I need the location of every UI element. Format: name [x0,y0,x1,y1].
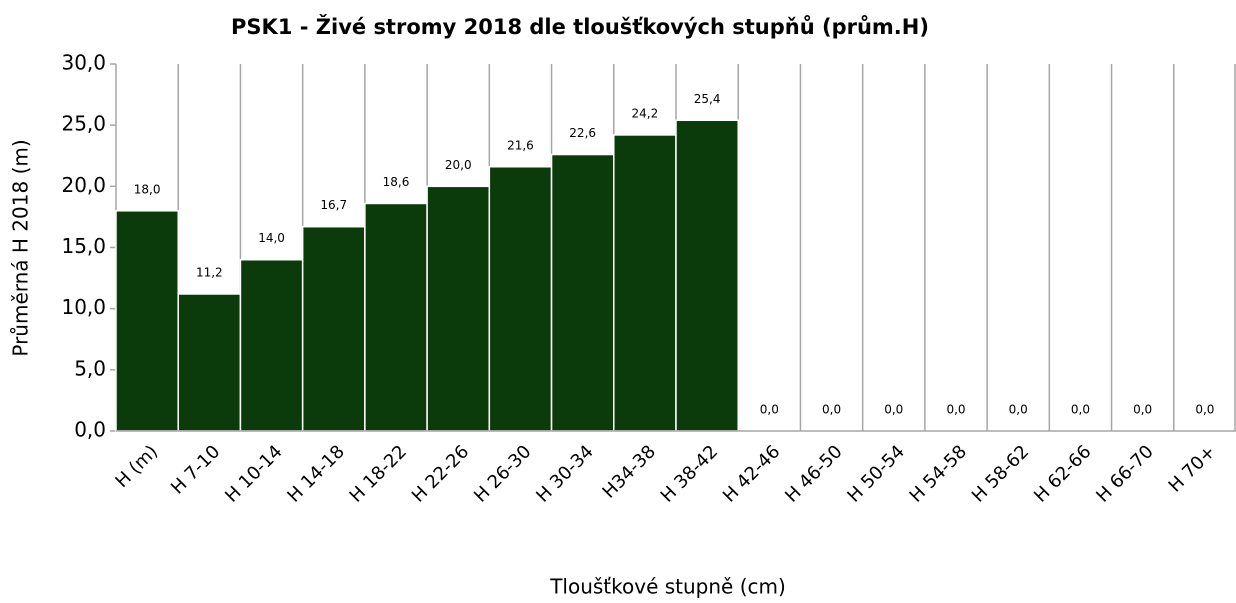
bar [675,119,739,432]
x-tick-label: H 58-62 [968,441,1033,506]
bar [177,293,242,432]
chart-title: PSK1 - Živé stromy 2018 dle tloušťkových… [231,14,929,39]
bar [115,210,179,432]
x-tick-label: H 26-30 [470,441,535,506]
value-label: 0,0 [884,403,903,417]
value-label: 24,2 [632,106,659,120]
y-tick-label: 20,0 [61,173,106,197]
bar [426,185,491,432]
value-label: 14,0 [258,231,285,245]
value-label: 11,2 [196,265,223,279]
x-tick-label: H 54-58 [906,441,971,506]
value-label: 0,0 [1071,403,1090,417]
value-label: 25,4 [694,92,721,106]
y-tick-label: 10,0 [61,295,106,319]
value-label: 22,6 [569,126,596,140]
y-axis-label: Průměrná H 2018 (m) [9,139,33,356]
value-label: 0,0 [946,403,965,417]
y-tick-label: 25,0 [61,112,106,136]
y-tick-label: 15,0 [61,234,106,258]
bar [239,258,304,432]
value-label: 0,0 [1195,403,1214,417]
x-tick-label: H (m) [111,441,162,492]
value-label: 0,0 [1009,403,1028,417]
bar [301,225,366,432]
x-tick-label: H 30-34 [532,441,597,506]
x-tick-label: H 42-46 [719,441,784,506]
bar [550,153,615,432]
x-tick-label: H 66-70 [1092,441,1157,506]
x-tick-label: H 38-42 [657,441,722,506]
x-tick-label: H 22-26 [408,441,473,506]
x-tick-label: H 70+ [1165,441,1220,496]
x-tick-label: H 10-14 [221,441,286,506]
y-tick-label: 5,0 [74,356,106,380]
value-label: 16,7 [320,198,347,212]
value-label: 0,0 [1133,403,1152,417]
x-axis-label: Tloušťkové stupně (cm) [549,575,786,599]
bar [488,166,553,432]
y-tick-label: 0,0 [74,418,106,442]
x-tick-label: H 46-50 [781,441,846,506]
bar [364,202,428,432]
x-tick-label: H 14-18 [283,441,348,506]
value-label: 0,0 [760,403,779,417]
bar [613,134,677,432]
x-tick-label: H 50-54 [843,441,908,506]
value-label: 21,6 [507,138,534,152]
x-tick-label: H 62-66 [1030,441,1095,506]
x-tick-label: H34-38 [599,441,660,502]
value-label: 18,0 [134,182,161,196]
value-label: 18,6 [383,175,410,189]
x-tick-label: H 18-22 [346,441,411,506]
x-tick-label: H 7-10 [167,441,224,498]
y-tick-label: 30,0 [61,51,106,75]
value-label: 20,0 [445,158,472,172]
value-label: 0,0 [822,403,841,417]
